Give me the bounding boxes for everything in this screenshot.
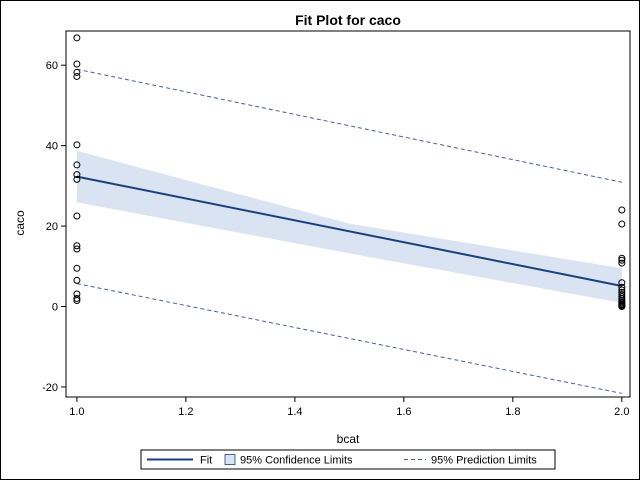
observation-point [73, 68, 81, 76]
legend-label: 95% Confidence Limits [240, 455, 353, 467]
observation-point [73, 294, 81, 302]
x-axis-label: bcat [337, 432, 360, 446]
chart-title: Fit Plot for caco [295, 12, 401, 28]
observation-point [73, 264, 81, 272]
legend: Fit 95% Confidence Limits 95% Prediction L… [140, 449, 556, 470]
prediction-lower-line [76, 283, 622, 394]
observation-point [73, 161, 81, 169]
legend-box [140, 449, 556, 470]
observation-point [618, 220, 626, 228]
legend-confidence-swatch [224, 454, 236, 465]
x-tick-label: 1.8 [505, 406, 520, 418]
observation-point [73, 175, 81, 183]
observation-point [73, 245, 81, 253]
x-tick-label: 2.0 [614, 406, 629, 418]
observation-point [73, 242, 81, 250]
y-tick-label: -20 [42, 382, 58, 394]
observation-point [618, 303, 626, 311]
y-tick-label: 60 [46, 60, 58, 72]
observation-point [73, 212, 81, 220]
confidence-band [76, 150, 622, 303]
x-tick-label: 1.6 [396, 406, 411, 418]
x-tick-label: 1.2 [178, 406, 193, 418]
observation-point [73, 72, 81, 80]
legend-label: 95% Prediction Limits [431, 455, 537, 467]
observation-point [73, 34, 81, 42]
y-tick-label: 40 [46, 141, 58, 153]
observation-point [618, 259, 626, 267]
y-axis-label: caco [13, 210, 27, 236]
observation-point [618, 283, 626, 291]
y-tick-label: 0 [52, 302, 58, 314]
x-tick-label: 1.0 [69, 406, 84, 418]
x-tick-label: 1.4 [287, 406, 302, 418]
observation-point [73, 60, 81, 68]
observation-point [73, 276, 81, 284]
fit-line [76, 175, 623, 287]
observation-point [618, 256, 626, 264]
observation-point [73, 141, 81, 149]
observation-point [618, 206, 626, 214]
axes: 1.0 1.2 1.4 1.6 1.8 2.0 -20 0 20 40 60 [42, 30, 631, 418]
legend-label: Fit [200, 455, 212, 467]
observation-point [618, 279, 626, 287]
prediction-upper-line [76, 68, 622, 183]
observation-point [618, 254, 626, 262]
y-tick-label: 20 [46, 221, 58, 233]
plot-frame [65, 30, 631, 398]
observation-point [73, 171, 81, 179]
observation-point [73, 296, 81, 304]
plot-area [73, 34, 626, 394]
